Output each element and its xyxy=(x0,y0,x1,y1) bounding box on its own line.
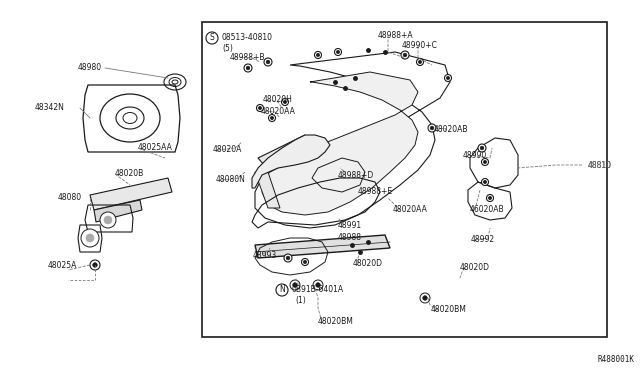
Text: 48020BM: 48020BM xyxy=(431,305,467,314)
Circle shape xyxy=(284,254,292,262)
Circle shape xyxy=(403,53,407,57)
Circle shape xyxy=(303,260,307,264)
Circle shape xyxy=(488,196,492,199)
Polygon shape xyxy=(94,200,142,222)
Text: 48020AB: 48020AB xyxy=(434,125,468,135)
Text: 48990+C: 48990+C xyxy=(402,42,438,51)
Circle shape xyxy=(266,60,270,64)
Ellipse shape xyxy=(172,80,178,84)
Circle shape xyxy=(337,51,340,54)
Text: 48993: 48993 xyxy=(253,250,277,260)
Circle shape xyxy=(269,115,275,122)
Text: 46020AB: 46020AB xyxy=(470,205,504,215)
Circle shape xyxy=(282,99,289,106)
Text: 48025AA: 48025AA xyxy=(138,144,173,153)
Circle shape xyxy=(430,126,434,130)
Text: R488001K: R488001K xyxy=(598,355,635,364)
Text: 08513-40810: 08513-40810 xyxy=(222,33,273,42)
Text: 48991: 48991 xyxy=(338,221,362,230)
Circle shape xyxy=(423,296,428,300)
Text: (5): (5) xyxy=(222,44,233,52)
Text: 48810: 48810 xyxy=(588,160,612,170)
Text: 0B91B-6401A: 0B91B-6401A xyxy=(292,285,344,295)
Text: 48342N: 48342N xyxy=(35,103,65,112)
Text: 48020BM: 48020BM xyxy=(318,317,354,327)
Text: 48020D: 48020D xyxy=(353,259,383,267)
Circle shape xyxy=(316,54,319,57)
Text: 48020AA: 48020AA xyxy=(261,106,296,115)
Circle shape xyxy=(81,229,99,247)
Circle shape xyxy=(314,51,321,58)
Circle shape xyxy=(316,283,320,287)
Text: 48992: 48992 xyxy=(471,235,495,244)
Polygon shape xyxy=(255,172,280,208)
Text: N: N xyxy=(279,285,285,295)
Circle shape xyxy=(486,195,493,202)
Circle shape xyxy=(292,283,297,287)
Circle shape xyxy=(419,60,422,64)
Circle shape xyxy=(478,144,486,152)
Circle shape xyxy=(401,51,409,59)
Polygon shape xyxy=(90,178,172,210)
Circle shape xyxy=(301,259,308,266)
Circle shape xyxy=(86,234,94,242)
Text: 48988+D: 48988+D xyxy=(338,170,374,180)
Circle shape xyxy=(428,124,436,132)
Polygon shape xyxy=(255,235,390,258)
Polygon shape xyxy=(258,135,315,172)
Polygon shape xyxy=(312,158,365,192)
Circle shape xyxy=(90,260,100,270)
Text: 48080: 48080 xyxy=(58,193,82,202)
Text: 48080N: 48080N xyxy=(216,176,246,185)
Circle shape xyxy=(335,48,342,55)
Circle shape xyxy=(483,160,486,164)
Text: 48020D: 48020D xyxy=(460,263,490,273)
Circle shape xyxy=(481,158,488,166)
Circle shape xyxy=(417,58,424,65)
Circle shape xyxy=(93,263,97,267)
Circle shape xyxy=(481,179,488,186)
Text: 48810: 48810 xyxy=(588,160,612,170)
Text: 48990: 48990 xyxy=(463,151,487,160)
Circle shape xyxy=(290,280,300,290)
Circle shape xyxy=(246,66,250,70)
Text: 48020AA: 48020AA xyxy=(393,205,428,215)
Text: 48988+E: 48988+E xyxy=(358,187,393,196)
Text: 48988+A: 48988+A xyxy=(378,31,413,39)
Circle shape xyxy=(100,212,116,228)
Circle shape xyxy=(264,58,272,66)
Circle shape xyxy=(244,64,252,72)
Text: 48020A: 48020A xyxy=(213,145,243,154)
Circle shape xyxy=(271,116,273,119)
Text: 48988: 48988 xyxy=(338,232,362,241)
Circle shape xyxy=(257,105,264,112)
Circle shape xyxy=(259,106,262,110)
Circle shape xyxy=(445,74,451,81)
Circle shape xyxy=(483,180,486,183)
Circle shape xyxy=(286,256,290,260)
Circle shape xyxy=(104,216,112,224)
Text: 48020B: 48020B xyxy=(115,170,144,179)
Text: 48020H: 48020H xyxy=(263,96,293,105)
Circle shape xyxy=(480,146,484,150)
Text: S: S xyxy=(210,33,214,42)
Circle shape xyxy=(313,280,323,290)
Ellipse shape xyxy=(123,112,137,124)
Circle shape xyxy=(420,293,430,303)
Text: (1): (1) xyxy=(295,296,306,305)
Circle shape xyxy=(447,76,449,80)
Polygon shape xyxy=(252,135,330,188)
Circle shape xyxy=(284,100,287,103)
Polygon shape xyxy=(262,72,418,215)
Text: 48980: 48980 xyxy=(78,64,102,73)
Text: 48988+B: 48988+B xyxy=(230,52,266,61)
Text: 48025A: 48025A xyxy=(48,260,77,269)
Bar xyxy=(202,22,607,337)
